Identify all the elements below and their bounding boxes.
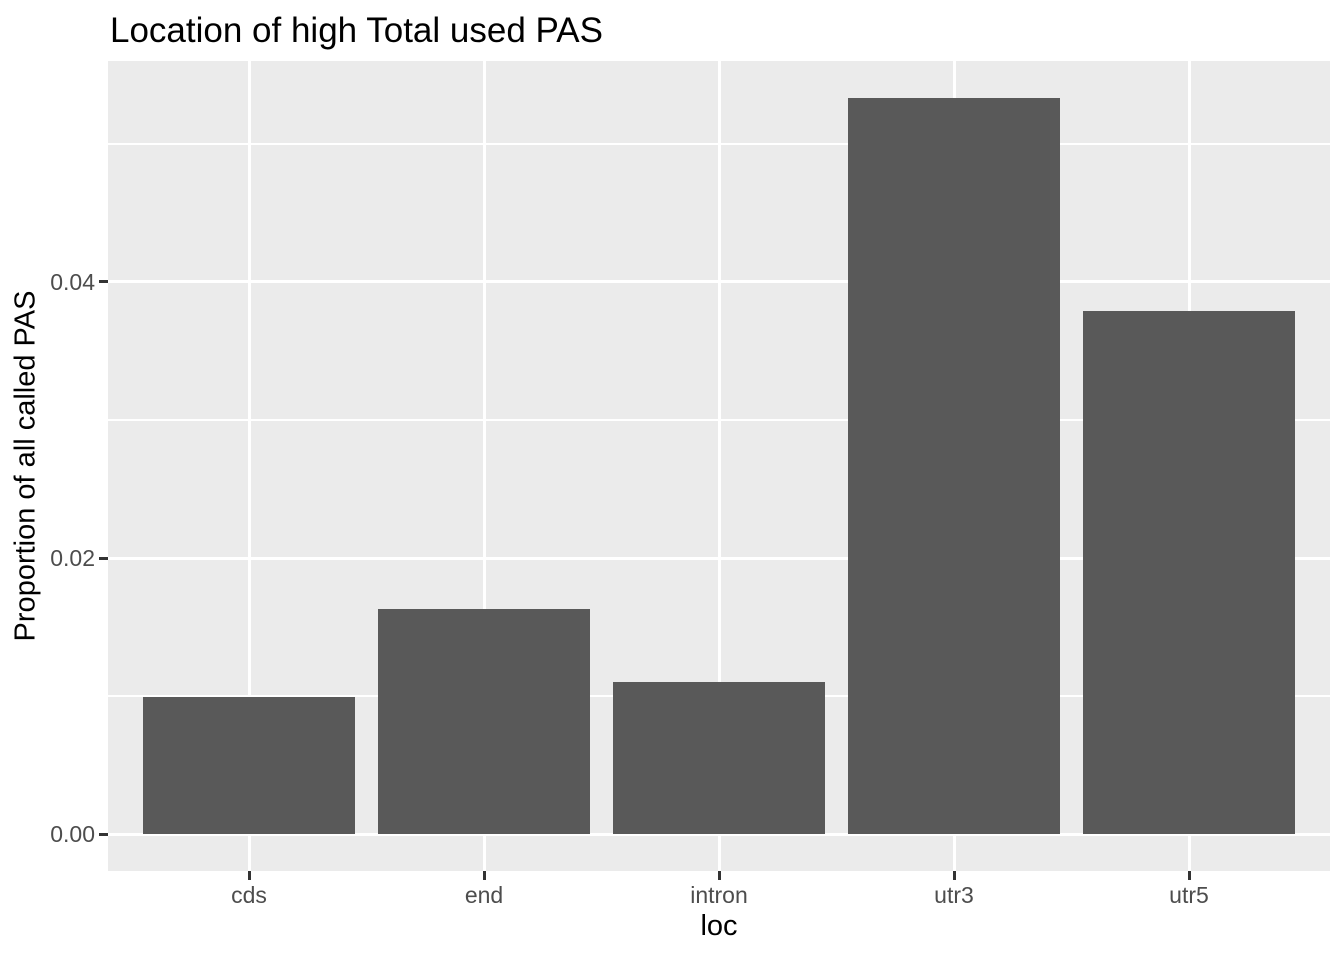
y-tick-mark <box>99 556 108 560</box>
y-tick-label: 0.02 <box>50 545 95 572</box>
x-tick-mark <box>952 871 956 880</box>
y-axis-title: Proportion of all called PAS <box>9 290 42 642</box>
x-tick-mark <box>717 871 721 880</box>
x-tick-mark <box>247 871 251 880</box>
bar-end <box>378 609 590 835</box>
y-tick-mark <box>99 280 108 284</box>
gridline-major-x <box>247 61 251 871</box>
x-tick-mark <box>1187 871 1191 880</box>
x-tick-label-end: end <box>464 882 504 908</box>
y-tick-mark <box>99 832 108 836</box>
gridline-major-x <box>482 61 486 871</box>
x-axis-title: loc <box>700 910 738 942</box>
x-tick-label-intron: intron <box>690 882 748 908</box>
bar-cds <box>143 697 355 835</box>
x-tick-label-cds: cds <box>231 882 267 908</box>
gridline-major-x <box>717 61 721 871</box>
x-tick-mark <box>482 871 486 880</box>
x-tick-label-utr5: utr5 <box>1169 882 1209 908</box>
x-tick-label-utr3: utr3 <box>934 882 974 908</box>
bar-intron <box>613 682 825 835</box>
bar-utr3 <box>848 98 1060 835</box>
plot-panel <box>108 61 1330 871</box>
y-tick-label: 0.04 <box>50 268 95 295</box>
bar-utr5 <box>1083 310 1295 835</box>
chart-title: Location of high Total used PAS <box>110 11 603 50</box>
y-tick-label: 0.00 <box>50 821 95 848</box>
